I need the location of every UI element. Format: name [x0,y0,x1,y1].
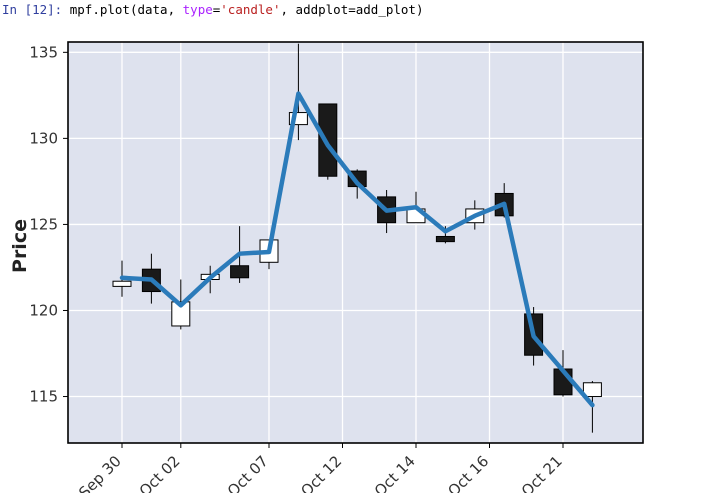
y-tick-label: 130 [29,129,58,147]
code-token: , addplot=add_plot) [280,2,424,17]
cell-input-line[interactable]: In [12]: mpf.plot(data, type='candle', a… [2,2,424,17]
candle-body [582,382,602,398]
addplot-line [119,91,595,408]
candle-body [171,301,191,327]
y-tick-label: 115 [29,388,58,406]
x-tick-label: Oct 16 [444,452,492,493]
x-tick-label: Oct 14 [371,452,419,493]
x-tick-label: Oct 07 [224,452,272,493]
candle-body [112,280,132,287]
x-tick-label: Oct 12 [297,452,345,493]
code-token: 'candle' [220,2,281,17]
candle [318,103,338,180]
series-line [119,91,595,408]
y-tick-label: 120 [29,301,58,319]
cell-prompt-label: In [12]: [2,2,63,17]
y-tick-label: 135 [29,43,58,61]
code-text: mpf.plot(data, type='candle', addplot=ad… [62,2,424,17]
candle-body [435,235,455,243]
y-axis: 115 120 125 130 135 [29,43,68,406]
x-axis: Sep 30 Oct 02 Oct 07 Oct 12 Oct 14 Oct 16 Oct … [75,443,566,493]
candle-body [230,265,250,279]
x-tick-label: Oct 21 [518,452,566,493]
code-token: mpf.plot(data, [62,2,183,17]
grid-lines [68,42,643,443]
candle-body [318,103,338,177]
y-axis-label: Price [9,219,31,273]
plot-frame [67,41,644,444]
x-tick-label: Oct 02 [136,452,184,493]
code-token: type [182,2,213,17]
y-tick-label: 125 [29,215,58,233]
plot-area [68,42,643,443]
x-tick-label: Sep 30 [75,452,125,493]
code-token: = [212,2,221,17]
